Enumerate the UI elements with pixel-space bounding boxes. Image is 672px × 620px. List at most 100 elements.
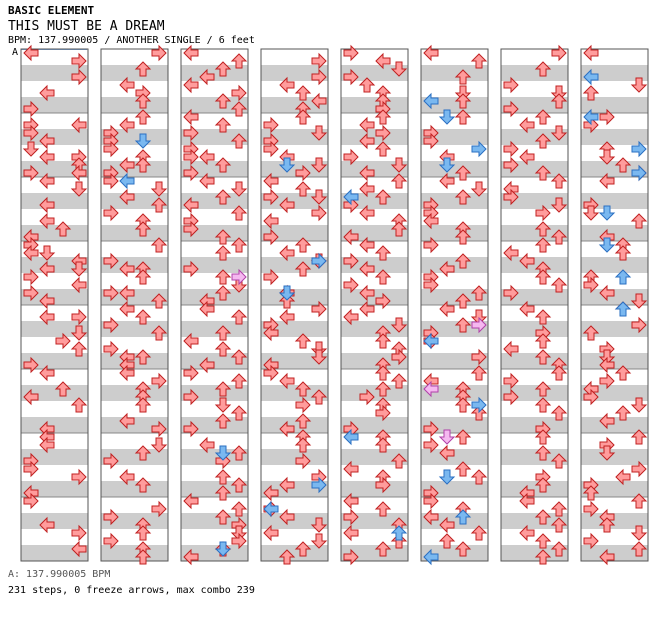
step-arrow-left bbox=[343, 308, 359, 326]
step-arrow-up bbox=[614, 301, 632, 317]
step-arrow-up bbox=[134, 109, 152, 125]
step-arrow-left bbox=[119, 172, 135, 190]
step-arrow-left bbox=[583, 108, 599, 126]
step-arrow-up bbox=[294, 381, 312, 397]
step-arrow-left bbox=[599, 284, 615, 302]
beat-stripe bbox=[421, 449, 488, 465]
beat-stripe bbox=[21, 417, 88, 433]
step-arrow-right bbox=[231, 532, 247, 550]
step-arrow-left bbox=[599, 172, 615, 190]
step-arrow-left bbox=[279, 420, 295, 438]
step-arrow-left bbox=[343, 228, 359, 246]
beat-stripe bbox=[341, 161, 408, 177]
step-arrow-up bbox=[214, 469, 232, 485]
beat-stripe bbox=[101, 545, 168, 561]
step-arrow-left bbox=[599, 412, 615, 430]
step-arrow-down bbox=[470, 309, 488, 325]
step-arrow-left bbox=[183, 196, 199, 214]
step-arrow-left bbox=[423, 212, 439, 230]
step-arrow-right bbox=[23, 356, 39, 374]
step-arrow-right bbox=[503, 76, 519, 94]
step-arrow-up bbox=[374, 437, 392, 453]
step-arrow-up bbox=[214, 61, 232, 77]
step-arrow-left bbox=[199, 436, 215, 454]
step-arrow-right bbox=[359, 388, 375, 406]
step-arrow-up bbox=[550, 517, 568, 533]
step-arrow-left bbox=[279, 476, 295, 494]
step-arrow-up bbox=[230, 101, 248, 117]
step-arrow-up bbox=[470, 469, 488, 485]
bpm-summary: A: 137.990005 BPM bbox=[8, 569, 111, 580]
step-arrow-up bbox=[438, 533, 456, 549]
step-arrow-up bbox=[214, 157, 232, 173]
step-arrow-down bbox=[454, 85, 472, 101]
step-arrow-right bbox=[423, 236, 439, 254]
step-arrow-down bbox=[550, 85, 568, 101]
step-arrow-left bbox=[263, 524, 279, 542]
step-arrow-up bbox=[534, 165, 552, 181]
step-arrow-up bbox=[550, 93, 568, 109]
step-arrow-left bbox=[39, 436, 55, 454]
beat-stripe bbox=[181, 353, 248, 369]
step-arrow-up bbox=[614, 245, 632, 261]
step-arrow-up bbox=[614, 269, 632, 285]
step-arrow-up bbox=[582, 85, 600, 101]
step-arrow-left bbox=[359, 164, 375, 182]
step-arrow-right bbox=[71, 468, 87, 486]
step-arrow-right bbox=[375, 292, 391, 310]
step-arrow-left bbox=[503, 340, 519, 358]
step-arrow-right bbox=[599, 372, 615, 390]
step-arrow-up bbox=[550, 405, 568, 421]
beat-stripe bbox=[581, 225, 648, 241]
step-arrow-left bbox=[119, 76, 135, 94]
step-arrow-left bbox=[519, 148, 535, 166]
step-arrow-up bbox=[214, 229, 232, 245]
step-arrow-up bbox=[54, 221, 72, 237]
step-arrow-up bbox=[550, 541, 568, 557]
step-arrow-left bbox=[263, 484, 279, 502]
step-arrow-left bbox=[423, 332, 439, 350]
step-arrow-left bbox=[263, 172, 279, 190]
step-arrow-up bbox=[214, 245, 232, 261]
step-arrow-up bbox=[374, 365, 392, 381]
step-arrow-right bbox=[23, 100, 39, 118]
step-arrow-down bbox=[278, 157, 296, 173]
step-arrow-up bbox=[454, 541, 472, 557]
step-arrow-up bbox=[374, 501, 392, 517]
step-arrow-left bbox=[583, 44, 599, 62]
beat-stripe bbox=[421, 257, 488, 273]
step-arrow-up bbox=[294, 85, 312, 101]
beat-stripe bbox=[501, 257, 568, 273]
step-arrow-up bbox=[614, 405, 632, 421]
step-arrow-right bbox=[23, 124, 39, 142]
step-arrow-right bbox=[343, 508, 359, 526]
step-arrow-left bbox=[119, 156, 135, 174]
beat-stripe bbox=[501, 513, 568, 529]
step-arrow-right bbox=[311, 300, 327, 318]
step-arrow-left bbox=[279, 76, 295, 94]
step-arrow-up bbox=[214, 93, 232, 109]
step-arrow-up bbox=[454, 109, 472, 125]
step-arrow-right bbox=[263, 116, 279, 134]
beat-stripe bbox=[341, 321, 408, 337]
column-border bbox=[100, 48, 169, 562]
beat-stripe bbox=[421, 353, 488, 369]
step-arrow-up bbox=[134, 477, 152, 493]
step-arrow-up bbox=[454, 229, 472, 245]
step-arrow-right bbox=[471, 396, 487, 414]
step-arrow-right bbox=[471, 348, 487, 366]
step-arrow-right bbox=[151, 420, 167, 438]
step-arrow-left bbox=[183, 76, 199, 94]
step-arrow-left bbox=[199, 148, 215, 166]
step-arrow-left bbox=[23, 388, 39, 406]
step-arrow-right bbox=[503, 100, 519, 118]
step-arrow-right bbox=[103, 508, 119, 526]
step-arrow-up bbox=[534, 381, 552, 397]
step-arrow-left bbox=[23, 44, 39, 62]
beat-stripe bbox=[21, 513, 88, 529]
step-arrow-right bbox=[263, 188, 279, 206]
step-arrow-down bbox=[70, 325, 88, 341]
step-arrow-left bbox=[423, 548, 439, 566]
step-arrow-left bbox=[183, 332, 199, 350]
beat-stripe bbox=[101, 225, 168, 241]
